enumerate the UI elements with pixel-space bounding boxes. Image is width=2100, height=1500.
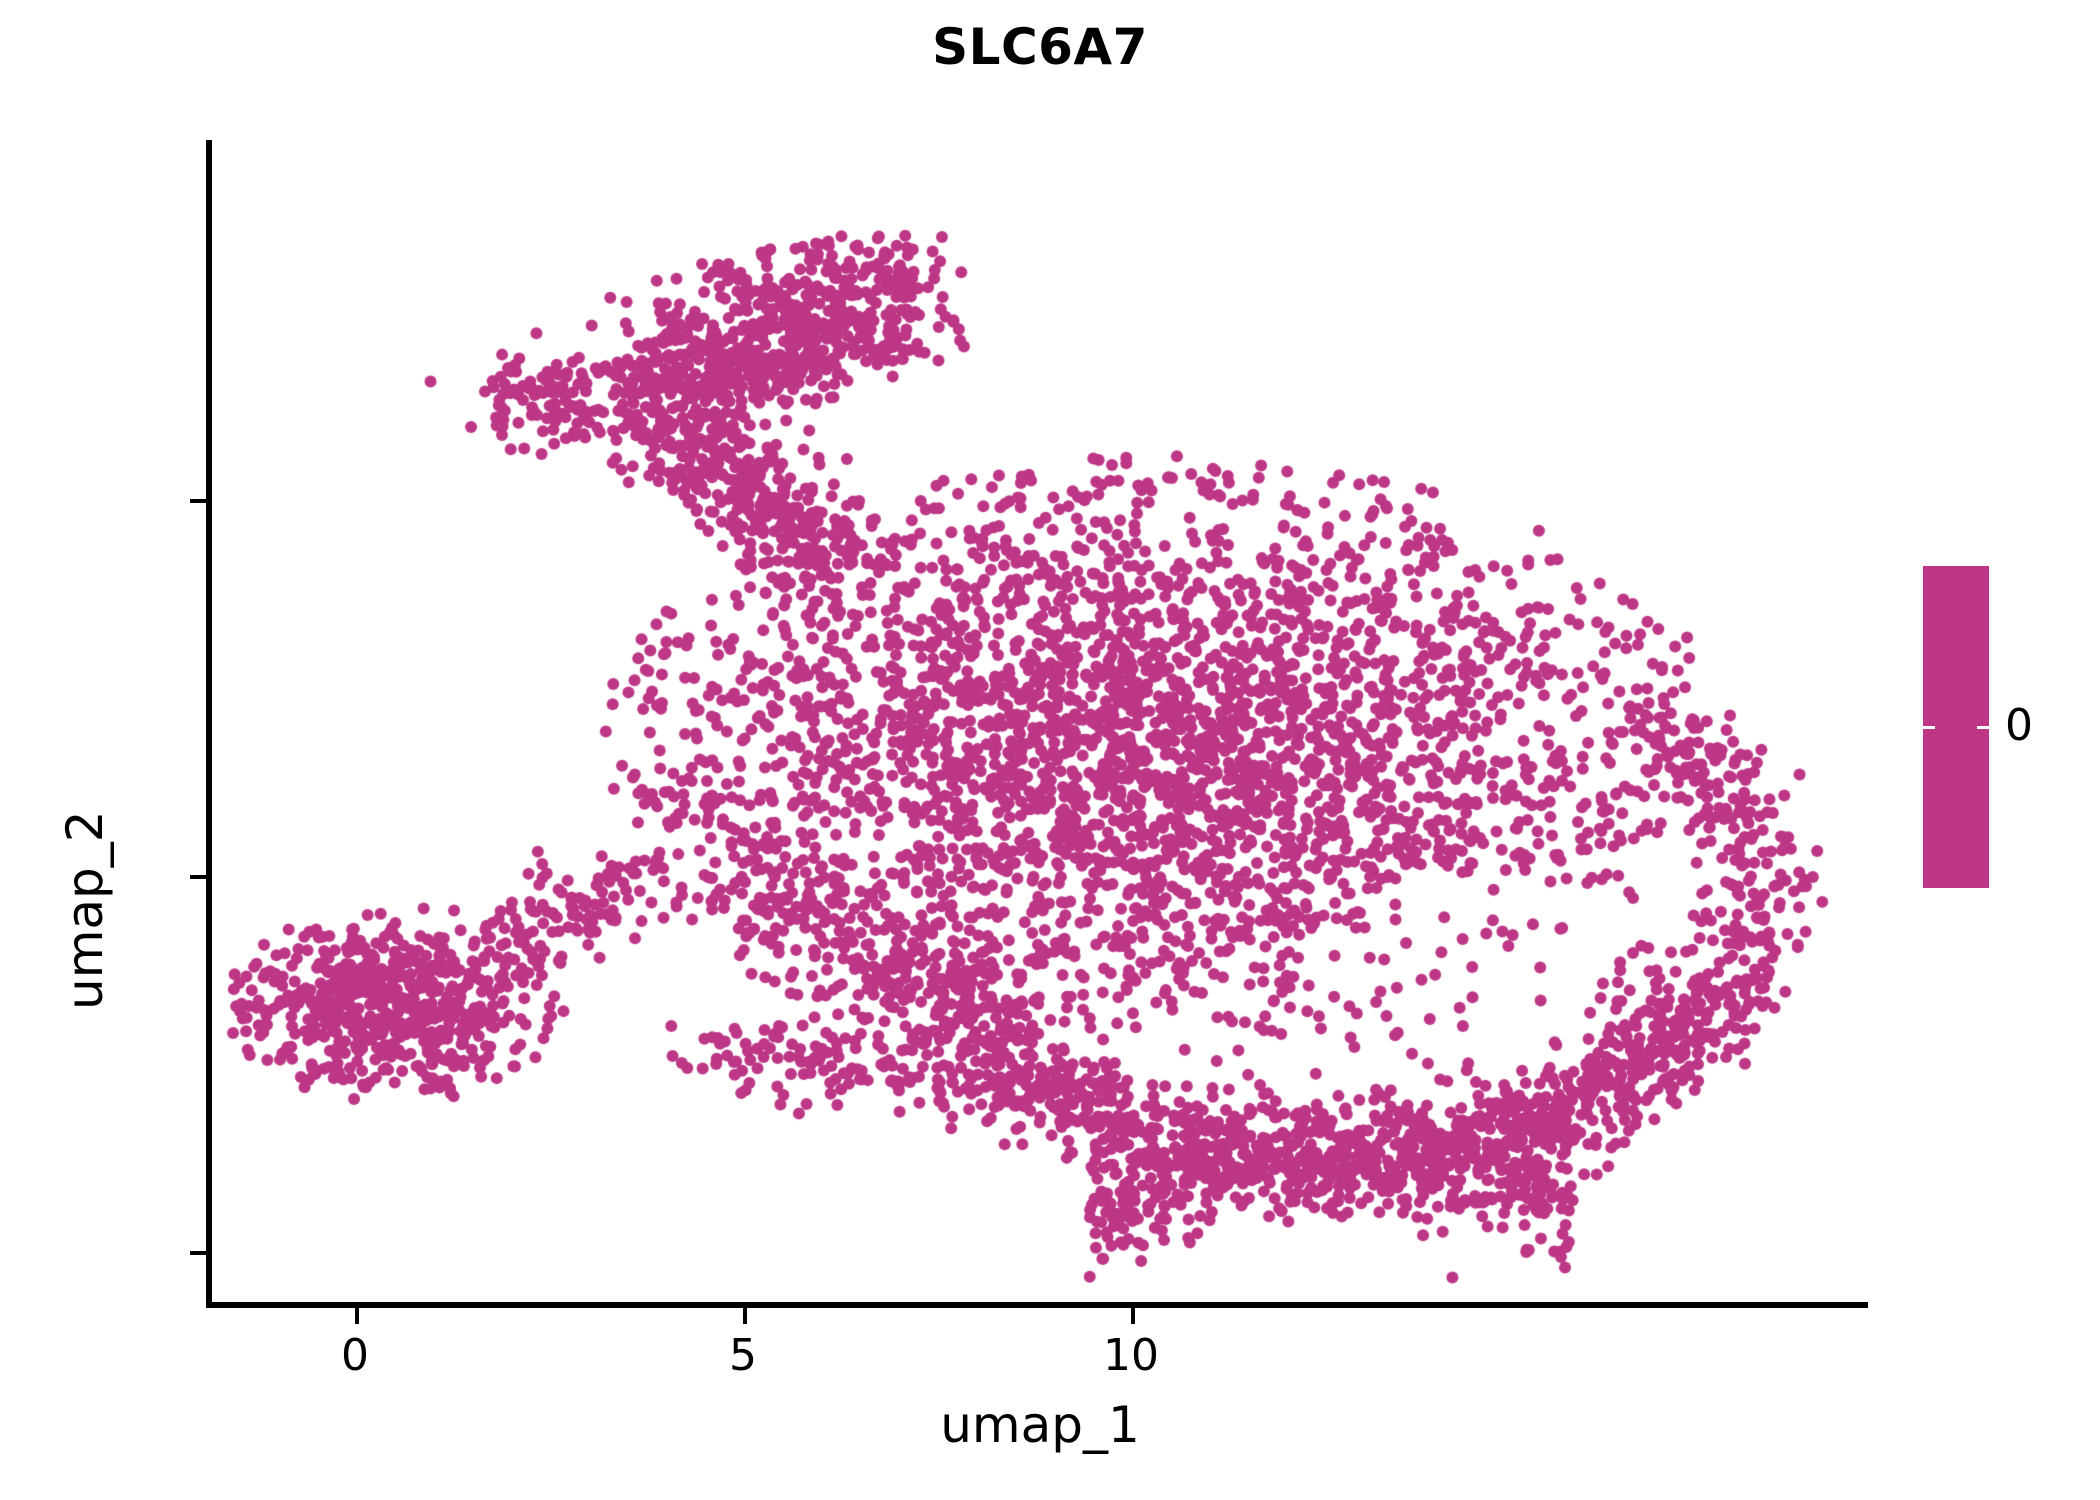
colorbar [1923,566,1989,888]
x-tick-mark-10 [1131,1308,1135,1324]
y-tick-mark-10 [190,499,206,503]
x-tick-label-10: 10 [1103,1330,1159,1381]
x-tick-mark-0 [355,1308,359,1324]
x-tick-label-0: 0 [341,1330,369,1381]
x-tick-mark-5 [743,1308,747,1324]
y-tick-mark-0 [190,1251,206,1255]
scatter-points-layer [212,140,1868,1305]
y-tick-mark-5 [190,875,206,879]
plot-area [212,140,1868,1305]
page-title: SLC6A7 [932,18,1148,76]
colorbar-tick-mark-right [1977,726,1989,729]
x-axis-spine [206,1302,1868,1308]
x-axis-title: umap_1 [940,1396,1140,1454]
y-axis-title: umap_2 [56,810,114,1010]
colorbar-tick-label: 0 [2005,700,2033,751]
colorbar-tick-mark-left [1923,726,1935,729]
x-tick-label-5: 5 [729,1330,757,1381]
y-axis-spine [206,140,212,1308]
